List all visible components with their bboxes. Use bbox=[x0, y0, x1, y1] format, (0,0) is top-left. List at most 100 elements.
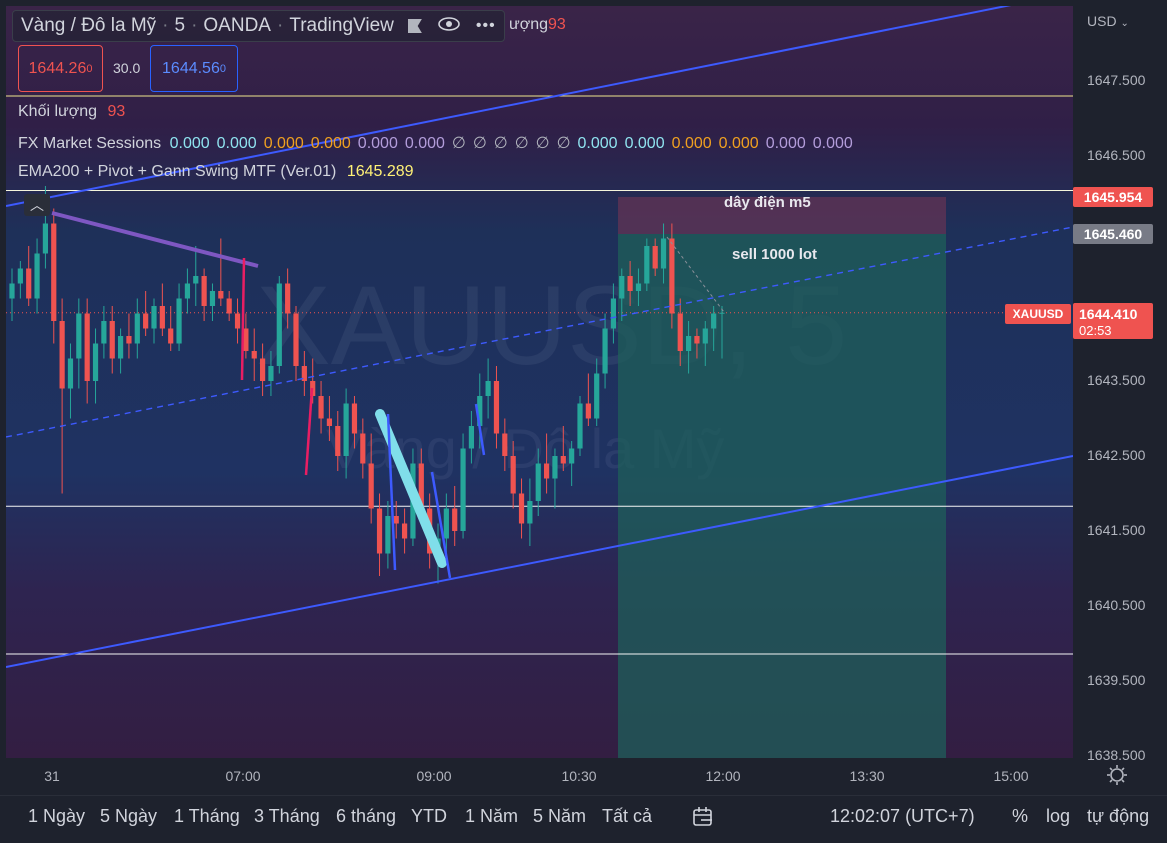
candle bbox=[535, 448, 541, 516]
candle bbox=[702, 321, 708, 366]
candle-body bbox=[677, 313, 683, 351]
candle-body bbox=[117, 336, 124, 359]
fx-value: 0.000 bbox=[169, 135, 210, 152]
swing-trend-line bbox=[51, 211, 259, 268]
range-button[interactable]: 1 Tháng bbox=[174, 806, 240, 826]
price-tick: 1643.500 bbox=[1087, 372, 1146, 388]
candle bbox=[34, 238, 40, 314]
candle-body bbox=[602, 328, 608, 374]
percent-toggle[interactable]: % bbox=[1012, 806, 1029, 826]
candle-body bbox=[552, 456, 558, 479]
candle-body bbox=[92, 343, 99, 381]
candle-body bbox=[26, 268, 32, 299]
price-tick: 1647.500 bbox=[1087, 72, 1146, 88]
fx-value: ∅ bbox=[493, 135, 508, 152]
candle-body bbox=[669, 238, 675, 314]
candle-body bbox=[493, 381, 500, 434]
candle-body bbox=[360, 433, 366, 464]
candle-body bbox=[218, 291, 224, 299]
candle bbox=[218, 238, 224, 306]
more-icon[interactable]: ••• bbox=[475, 17, 496, 34]
range-button[interactable]: Tất cả bbox=[602, 806, 653, 826]
candle-body bbox=[644, 246, 650, 284]
fx-value: ∅ bbox=[556, 135, 571, 152]
clock-timezone[interactable]: 12:02:07 (UTC+7) bbox=[830, 806, 975, 826]
bottom-toolbar bbox=[0, 795, 1167, 843]
candle-body bbox=[76, 313, 82, 359]
symbol-title-bar[interactable]: Vàng / Đô la Mỹ · 5 · OANDA · TradingVie… bbox=[12, 10, 505, 42]
candle-body bbox=[59, 321, 65, 389]
candle-body bbox=[176, 298, 182, 344]
candle-body bbox=[293, 313, 299, 366]
sell-price-button[interactable]: 1644.26 0 bbox=[18, 45, 103, 92]
stop-price-label: 1645.954 bbox=[1073, 186, 1153, 207]
candle bbox=[193, 246, 199, 306]
candle-body bbox=[560, 456, 566, 464]
candle-body bbox=[126, 336, 132, 344]
candle-body bbox=[318, 396, 324, 419]
candle bbox=[635, 268, 642, 306]
box-top-text: dây điện m5 bbox=[724, 194, 811, 211]
candle bbox=[143, 291, 149, 336]
range-button[interactable]: 6 tháng bbox=[336, 806, 397, 826]
candle bbox=[92, 328, 99, 404]
interval: 5 bbox=[174, 15, 186, 36]
currency-selector[interactable]: USD ⌄ bbox=[1087, 13, 1129, 29]
symbol-price-tag: XAUUSD bbox=[1005, 304, 1071, 324]
settings-gear-icon[interactable] bbox=[1106, 764, 1128, 791]
candle-body bbox=[443, 508, 449, 539]
flag-icon[interactable] bbox=[407, 19, 422, 33]
candle bbox=[26, 246, 32, 306]
time-axis[interactable]: 31 07:00 09:00 10:30 12:00 13:30 15:00 bbox=[6, 758, 1073, 792]
candle bbox=[301, 351, 307, 396]
candle bbox=[685, 321, 692, 374]
candle bbox=[376, 493, 383, 576]
candle bbox=[401, 508, 408, 554]
calendar-goto-icon[interactable] bbox=[692, 806, 714, 833]
candle bbox=[485, 358, 491, 419]
candle bbox=[109, 306, 115, 374]
candle bbox=[502, 418, 508, 471]
candle bbox=[468, 411, 475, 464]
current-price-label: 1644.410 02:53 bbox=[1073, 302, 1153, 339]
swing-segment bbox=[240, 257, 246, 381]
range-button[interactable]: 1 Năm bbox=[465, 806, 519, 826]
candle bbox=[268, 351, 274, 396]
candle-body bbox=[585, 403, 591, 419]
collapse-legend-button[interactable]: ︿ bbox=[24, 194, 50, 216]
candle-body bbox=[685, 336, 692, 351]
candle bbox=[326, 396, 333, 441]
candle-body bbox=[619, 276, 625, 299]
candle-body bbox=[276, 283, 282, 366]
chart-plot-area[interactable]: XAUUSD, 5 Vàng / Đô la Mỹ dây điện m5 se… bbox=[6, 6, 1073, 758]
time-label: 09:00 bbox=[416, 768, 452, 784]
range-button[interactable]: 1 Ngày bbox=[28, 806, 86, 826]
candle-body bbox=[343, 403, 349, 456]
separator-dot: · bbox=[276, 15, 284, 36]
fx-value: ∅ bbox=[472, 135, 487, 152]
fx-value: 0.000 bbox=[671, 135, 712, 152]
candle bbox=[335, 411, 341, 471]
eye-icon[interactable] bbox=[438, 15, 460, 37]
box-bottom-text: sell 1000 lot bbox=[732, 246, 818, 263]
candle-body bbox=[143, 313, 149, 329]
candle bbox=[201, 268, 207, 321]
range-button[interactable]: YTD bbox=[411, 806, 447, 826]
buy-price-button[interactable]: 1644.56 0 bbox=[150, 45, 238, 92]
log-toggle[interactable]: log bbox=[1046, 806, 1071, 826]
candle bbox=[126, 313, 132, 359]
price-tick: 1639.500 bbox=[1087, 672, 1146, 688]
range-button[interactable]: 3 Tháng bbox=[254, 806, 320, 826]
fx-value: 0.000 bbox=[263, 135, 304, 152]
candle bbox=[134, 298, 140, 359]
candle-body bbox=[243, 328, 249, 351]
volume-indicator[interactable]: Khối lượng 93 bbox=[18, 103, 125, 121]
range-button[interactable]: 5 Năm bbox=[533, 806, 587, 826]
candle bbox=[76, 298, 82, 389]
fx-sessions-indicator[interactable]: FX Market Sessions 0.000 0.000 0.000 0.000 0… bbox=[18, 133, 860, 153]
price-axis[interactable]: USD ⌄ 1647.500 1646.500 1643.500 1642.500 16… bbox=[1073, 6, 1167, 763]
range-button[interactable]: 5 Ngày bbox=[100, 806, 158, 826]
ema-indicator[interactable]: EMA200 + Pivot + Gann Swing MTF (Ver.01)… bbox=[18, 163, 414, 181]
auto-scale-toggle[interactable]: tự động bbox=[1087, 806, 1150, 826]
candle-body bbox=[51, 223, 57, 321]
